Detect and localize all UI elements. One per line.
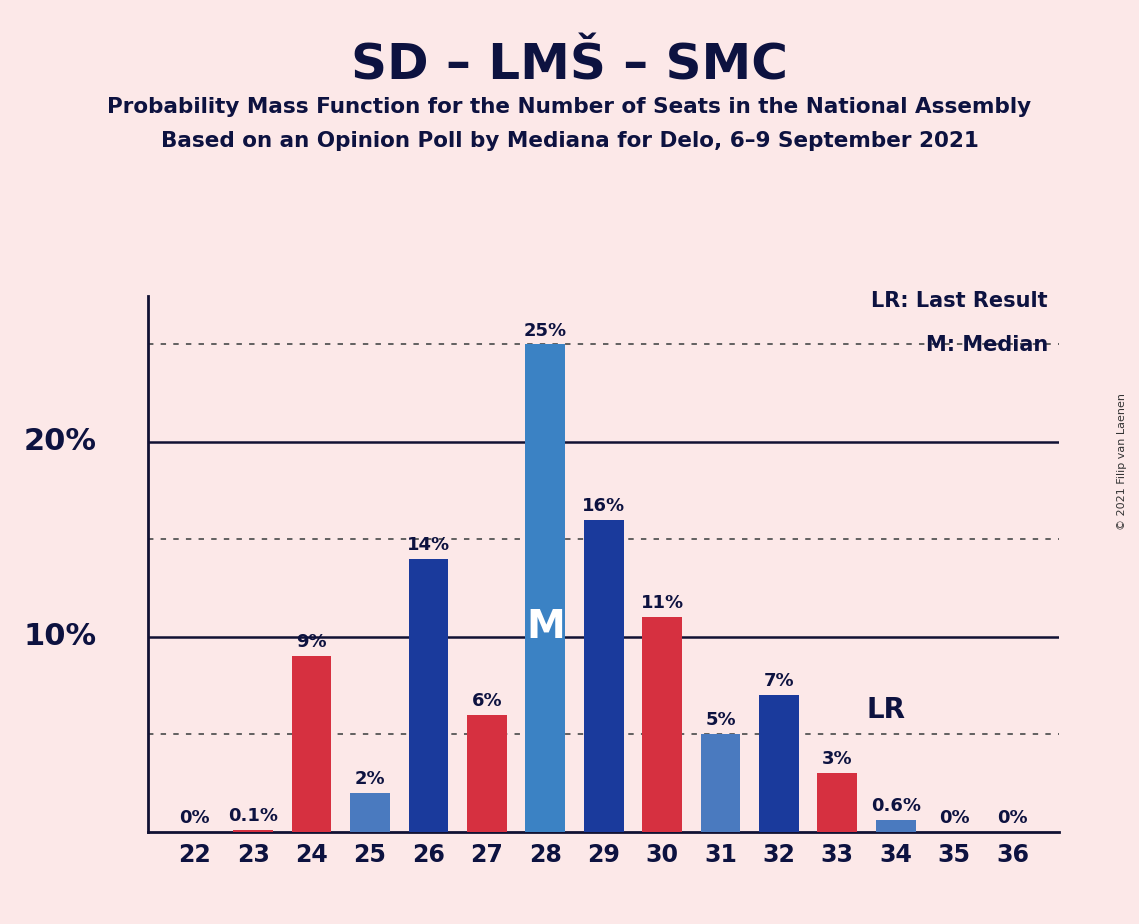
Text: 5%: 5%	[705, 711, 736, 729]
Text: 14%: 14%	[407, 536, 450, 553]
Text: 25%: 25%	[524, 322, 567, 339]
Bar	[818, 773, 858, 832]
Text: 3%: 3%	[822, 750, 853, 768]
Text: 10%: 10%	[24, 622, 97, 651]
Text: 20%: 20%	[24, 427, 97, 456]
Text: 9%: 9%	[296, 633, 327, 651]
Text: 6%: 6%	[472, 692, 502, 710]
Text: © 2021 Filip van Laenen: © 2021 Filip van Laenen	[1117, 394, 1126, 530]
Text: M: M	[526, 608, 565, 646]
Bar	[584, 520, 623, 832]
Text: LR: LR	[867, 697, 906, 724]
Text: LR: Last Result: LR: Last Result	[871, 291, 1048, 311]
Text: Probability Mass Function for the Number of Seats in the National Assembly: Probability Mass Function for the Number…	[107, 97, 1032, 117]
Text: 0.6%: 0.6%	[870, 797, 920, 815]
Text: 2%: 2%	[354, 770, 385, 788]
Bar	[525, 345, 565, 832]
Text: M: Median: M: Median	[926, 335, 1048, 356]
Text: SD – LMŠ – SMC: SD – LMŠ – SMC	[351, 42, 788, 90]
Text: 0%: 0%	[939, 808, 969, 827]
Text: 0.1%: 0.1%	[228, 807, 278, 825]
Bar	[350, 793, 390, 832]
Text: 0%: 0%	[180, 808, 210, 827]
Text: 11%: 11%	[640, 594, 683, 613]
Bar	[292, 656, 331, 832]
Text: 0%: 0%	[998, 808, 1027, 827]
Bar	[642, 617, 682, 832]
Bar	[759, 695, 798, 832]
Bar	[233, 830, 273, 832]
Bar	[409, 559, 449, 832]
Text: 16%: 16%	[582, 497, 625, 515]
Bar	[876, 820, 916, 832]
Bar	[467, 714, 507, 832]
Bar	[700, 735, 740, 832]
Text: 7%: 7%	[763, 673, 794, 690]
Text: Based on an Opinion Poll by Mediana for Delo, 6–9 September 2021: Based on an Opinion Poll by Mediana for …	[161, 131, 978, 152]
